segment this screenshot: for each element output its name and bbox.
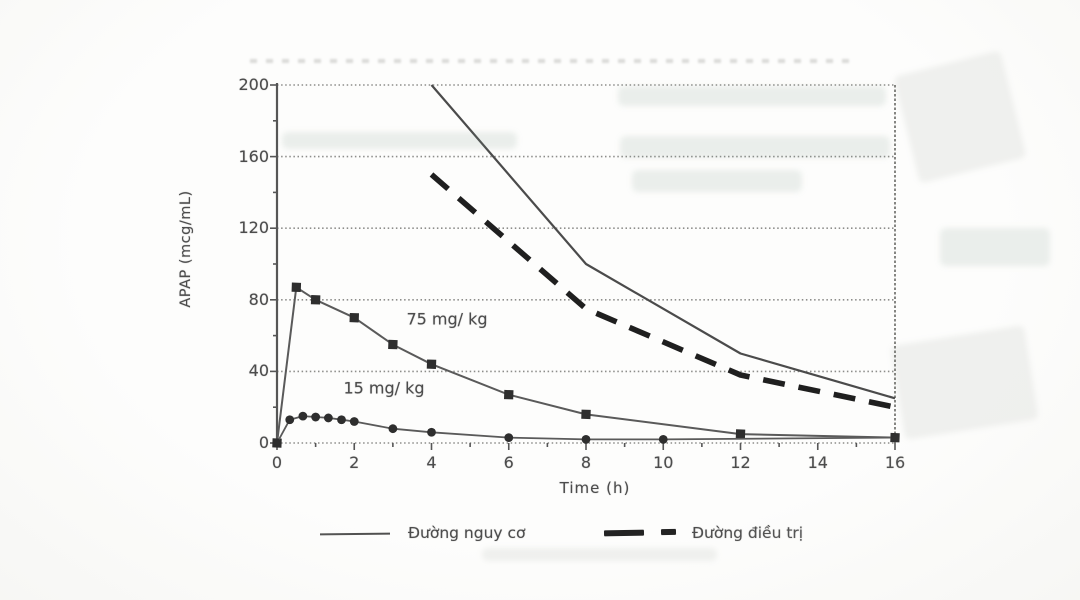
x-tick-label-10: 10 <box>653 453 674 472</box>
annotation-75mgkg: 75 mg/ kg <box>406 309 488 329</box>
y-tick-label-0: 0 <box>258 433 269 452</box>
y-tick-label-160: 160 <box>238 146 269 166</box>
scan-noise-row <box>250 59 850 63</box>
marker-circle-dose-15 <box>504 433 514 443</box>
y-tick-label-80: 80 <box>248 289 269 309</box>
marker-square-dose-75 <box>503 389 514 400</box>
legend-label-risk-line: Đường nguy cơ <box>408 524 526 542</box>
legend-label-treatment-line: Đường điều trị <box>692 524 804 542</box>
series-line-dose-75 <box>276 286 896 444</box>
x-axis-title: Time (h) <box>559 479 631 497</box>
x-tick-label-4: 4 <box>426 453 437 472</box>
marker-circle-dose-15 <box>581 435 591 444</box>
marker-square-dose-75 <box>735 429 746 439</box>
marker-square-dose-75 <box>349 312 360 323</box>
marker-circle-dose-15 <box>890 433 900 443</box>
marker-circle-dose-15 <box>349 417 359 426</box>
series-line-treatment-line <box>429 172 896 410</box>
x-tick-label-14: 14 <box>807 453 828 472</box>
marker-circle-dose-15 <box>285 415 295 425</box>
x-tick-label-12: 12 <box>730 453 751 472</box>
legend-swatch-dash-long <box>603 529 645 536</box>
y-tick-label-120: 120 <box>238 218 269 238</box>
marker-square-dose-75 <box>291 282 302 293</box>
marker-circle-dose-15 <box>272 438 282 448</box>
marker-square-dose-75 <box>388 339 398 350</box>
marker-circle-dose-15 <box>311 412 321 422</box>
marker-square-dose-75 <box>426 359 437 369</box>
marker-circle-dose-15 <box>337 415 346 425</box>
annotation-15mgkg: 15 mg/ kg <box>343 378 425 398</box>
y-axis-title: APAP (mcg/mL) <box>178 190 194 308</box>
marker-circle-dose-15 <box>323 413 333 423</box>
legend-swatch-dash-short <box>660 528 677 535</box>
y-tick-label-200: 200 <box>238 75 269 94</box>
x-tick-label-8: 8 <box>580 453 592 472</box>
series-line-risk-line <box>430 84 896 400</box>
x-tick-label-2: 2 <box>349 453 360 472</box>
marker-circle-dose-15 <box>298 411 308 421</box>
marker-square-dose-75 <box>310 295 321 305</box>
marker-circle-dose-15 <box>658 435 668 444</box>
x-tick-label-16: 16 <box>884 453 906 472</box>
y-tick-label-40: 40 <box>248 361 269 381</box>
marker-square-dose-75 <box>581 409 591 420</box>
x-tick-label-0: 0 <box>271 453 283 472</box>
marker-circle-dose-15 <box>388 424 398 434</box>
marker-circle-dose-15 <box>427 427 436 437</box>
x-tick-label-6: 6 <box>503 453 514 472</box>
